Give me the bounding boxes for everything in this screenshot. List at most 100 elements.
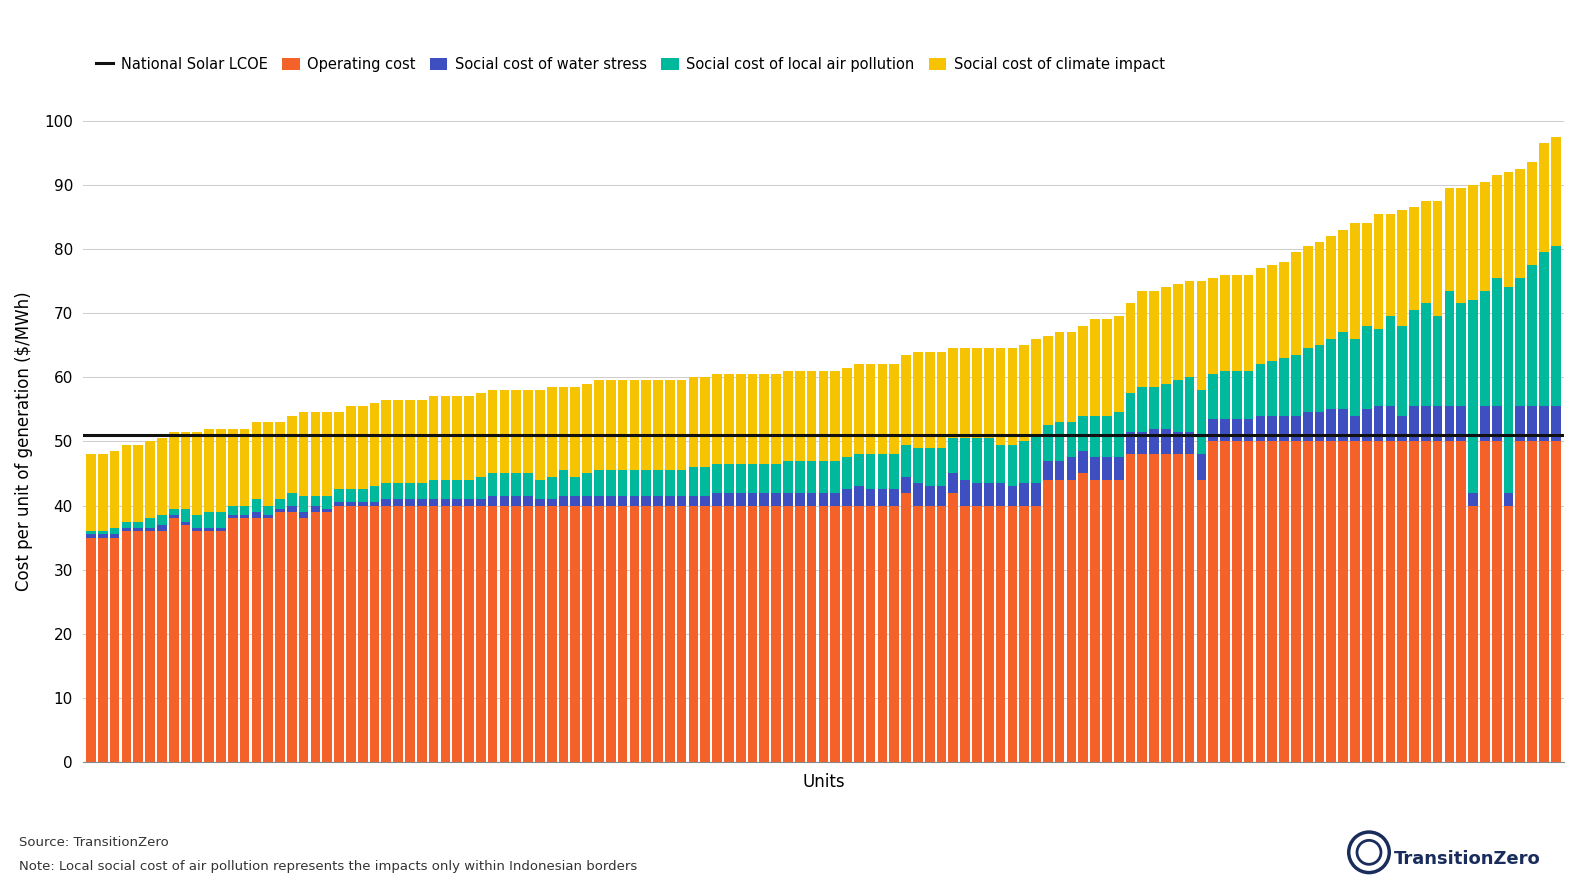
Bar	[725, 506, 734, 762]
Bar	[831, 461, 840, 493]
Bar	[973, 439, 982, 483]
Bar	[1020, 441, 1030, 483]
Bar	[949, 493, 958, 762]
Bar	[1044, 336, 1053, 425]
Bar	[1480, 441, 1489, 762]
Bar	[1031, 506, 1041, 762]
Bar	[1516, 406, 1525, 441]
Bar	[583, 496, 592, 506]
Bar	[358, 506, 368, 762]
Bar	[264, 422, 273, 506]
Bar	[818, 506, 829, 762]
Bar	[1161, 384, 1170, 429]
Bar	[794, 461, 805, 493]
Bar	[358, 502, 368, 506]
Bar	[889, 506, 898, 762]
Bar	[287, 416, 297, 493]
Bar	[1137, 455, 1146, 762]
Bar	[287, 512, 297, 762]
Bar	[617, 380, 627, 470]
Bar	[1066, 332, 1077, 422]
Bar	[654, 470, 663, 496]
Bar	[406, 483, 415, 499]
Bar	[287, 506, 297, 512]
Bar	[335, 502, 344, 506]
Bar	[1279, 416, 1288, 441]
Bar	[204, 528, 213, 532]
Bar	[688, 377, 698, 467]
Bar	[1385, 406, 1396, 441]
Bar	[1480, 406, 1489, 441]
Bar	[1363, 409, 1372, 441]
Bar	[1292, 416, 1301, 441]
Bar	[441, 396, 450, 480]
Bar	[1255, 416, 1265, 441]
Bar	[311, 512, 321, 762]
Bar	[712, 374, 722, 464]
Bar	[1551, 245, 1560, 406]
Bar	[1421, 201, 1431, 303]
Bar	[1279, 441, 1288, 762]
Bar	[169, 509, 178, 515]
Bar	[417, 506, 426, 762]
Bar	[617, 496, 627, 506]
Bar	[1303, 245, 1312, 348]
Bar	[441, 480, 450, 499]
Bar	[583, 506, 592, 762]
Bar	[1208, 441, 1217, 762]
Bar	[1150, 429, 1159, 455]
Bar	[996, 348, 1006, 445]
Bar	[783, 461, 793, 493]
Bar	[1197, 281, 1206, 390]
Bar	[145, 441, 155, 518]
Bar	[264, 506, 273, 515]
Bar	[475, 499, 486, 506]
Bar	[1326, 236, 1336, 338]
Bar	[535, 499, 545, 506]
Bar	[523, 496, 532, 506]
Bar	[406, 400, 415, 483]
Bar	[382, 400, 392, 483]
Bar	[287, 493, 297, 506]
Bar	[193, 515, 202, 528]
Bar	[1007, 348, 1017, 445]
Bar	[1303, 413, 1312, 441]
Bar	[1066, 480, 1077, 762]
Bar	[570, 387, 579, 477]
Bar	[1432, 441, 1443, 762]
Bar	[180, 509, 191, 522]
Bar	[240, 518, 249, 762]
Bar	[1161, 455, 1170, 762]
Bar	[298, 512, 308, 518]
Bar	[902, 354, 911, 445]
Bar	[594, 380, 603, 470]
Bar	[1432, 201, 1443, 316]
Bar	[464, 396, 474, 480]
Bar	[1408, 207, 1420, 310]
Bar	[1527, 406, 1536, 441]
Bar	[559, 387, 568, 470]
Bar	[264, 515, 273, 518]
Bar	[523, 473, 532, 496]
Bar	[1527, 162, 1536, 265]
Bar	[759, 464, 769, 493]
Bar	[1137, 431, 1146, 455]
Bar	[641, 496, 651, 506]
Bar	[1339, 441, 1348, 762]
Bar	[227, 506, 237, 515]
Bar	[1007, 445, 1017, 486]
Bar	[369, 502, 379, 506]
Bar	[535, 390, 545, 480]
Bar	[98, 532, 107, 534]
Bar	[1492, 175, 1502, 278]
Bar	[973, 348, 982, 439]
Bar	[1020, 346, 1030, 441]
Bar	[1208, 419, 1217, 441]
Bar	[1173, 455, 1183, 762]
Bar	[1184, 377, 1194, 431]
Bar	[617, 506, 627, 762]
Bar	[1339, 229, 1348, 332]
Bar	[771, 464, 782, 493]
Bar	[1445, 291, 1454, 406]
Bar	[559, 496, 568, 506]
